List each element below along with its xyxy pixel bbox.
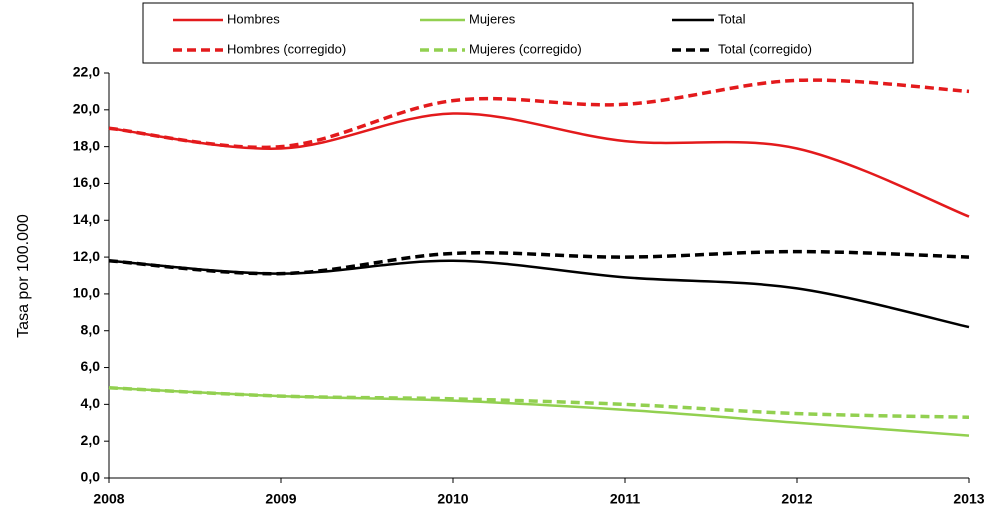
legend-box (142, 2, 914, 64)
y-tick-label: 14,0 (73, 211, 100, 227)
legend-label: Hombres (227, 11, 280, 26)
y-tick-label: 2,0 (81, 432, 101, 448)
series-line (108, 112, 970, 218)
legend-label: Mujeres (corregido) (469, 41, 582, 56)
series-line (108, 78, 970, 150)
y-tick-label: 10,0 (73, 285, 100, 301)
x-tick-label: 2008 (93, 491, 124, 507)
legend-label: Hombres (corregido) (227, 41, 346, 56)
y-tick-label: 18,0 (73, 137, 100, 153)
series-line (108, 249, 970, 276)
x-tick-label: 2013 (953, 491, 984, 507)
y-tick-label: 4,0 (81, 395, 101, 411)
y-tick-label: 0,0 (81, 469, 101, 485)
x-tick-label: 2009 (265, 491, 296, 507)
x-tick-label: 2010 (437, 491, 468, 507)
y-tick-label: 8,0 (81, 321, 101, 337)
y-axis-label: Tasa por 100.000 (15, 214, 32, 338)
y-tick-label: 22,0 (73, 64, 100, 80)
series-line (108, 386, 970, 437)
legend-label: Mujeres (469, 11, 516, 26)
legend-label: Total (718, 11, 746, 26)
series-line (108, 259, 970, 329)
series-line (108, 386, 970, 419)
x-tick-label: 2012 (781, 491, 812, 507)
y-tick-label: 16,0 (73, 174, 100, 190)
y-tick-label: 20,0 (73, 101, 100, 117)
x-tick-label: 2011 (610, 491, 641, 507)
y-tick-label: 6,0 (81, 358, 101, 374)
legend-label: Total (corregido) (718, 41, 812, 56)
y-tick-label: 12,0 (73, 248, 100, 264)
